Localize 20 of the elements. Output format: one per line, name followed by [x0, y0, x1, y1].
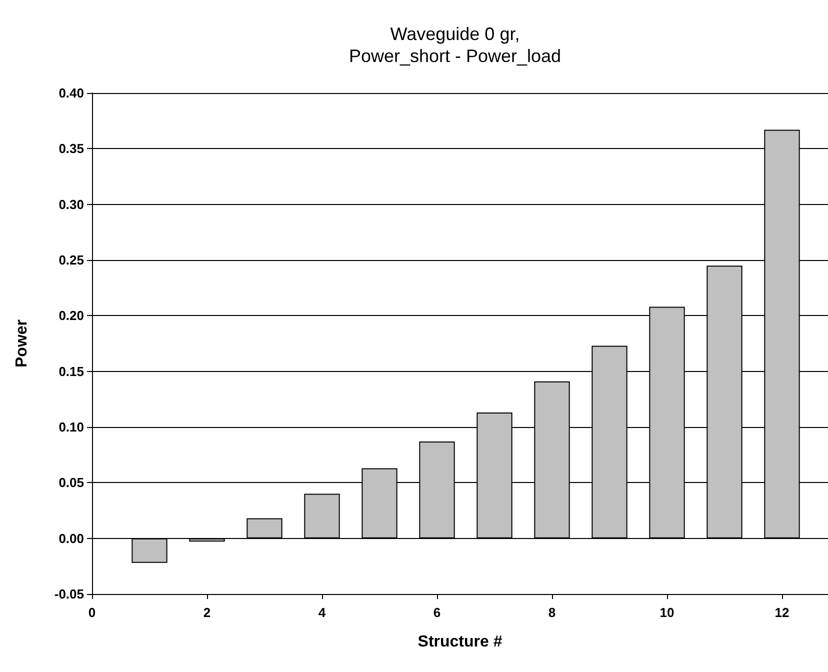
x-tick-label: 6: [433, 605, 441, 620]
y-tick-label: 0.30: [58, 196, 84, 212]
y-tick-label: 0.05: [58, 475, 84, 490]
y-tick-label: 0.10: [58, 420, 84, 434]
y-tick-label: 0.15: [58, 364, 84, 379]
x-tick-label: 4: [318, 605, 326, 620]
y-tick-label: 0.25: [58, 252, 84, 268]
x-tick-label: 10: [660, 605, 674, 620]
y-tick-label: 0.40: [58, 86, 84, 100]
y-tick-label: 0.35: [58, 141, 84, 156]
y-tick-label: -0.05: [54, 586, 84, 602]
x-tick-label: 12: [774, 605, 790, 620]
y-tick-label: 0.20: [58, 308, 84, 324]
x-axis-title: Structure #: [418, 634, 502, 650]
chart-title: Waveguide 0 gr, Power_short - Power_load: [348, 24, 562, 66]
x-tick-label: 0: [88, 605, 96, 620]
x-tick-label: 2: [203, 605, 211, 620]
y-axis-title: Power: [14, 319, 30, 368]
x-tick-label: 8: [548, 605, 556, 620]
y-tick-label: 0.00: [58, 530, 84, 546]
